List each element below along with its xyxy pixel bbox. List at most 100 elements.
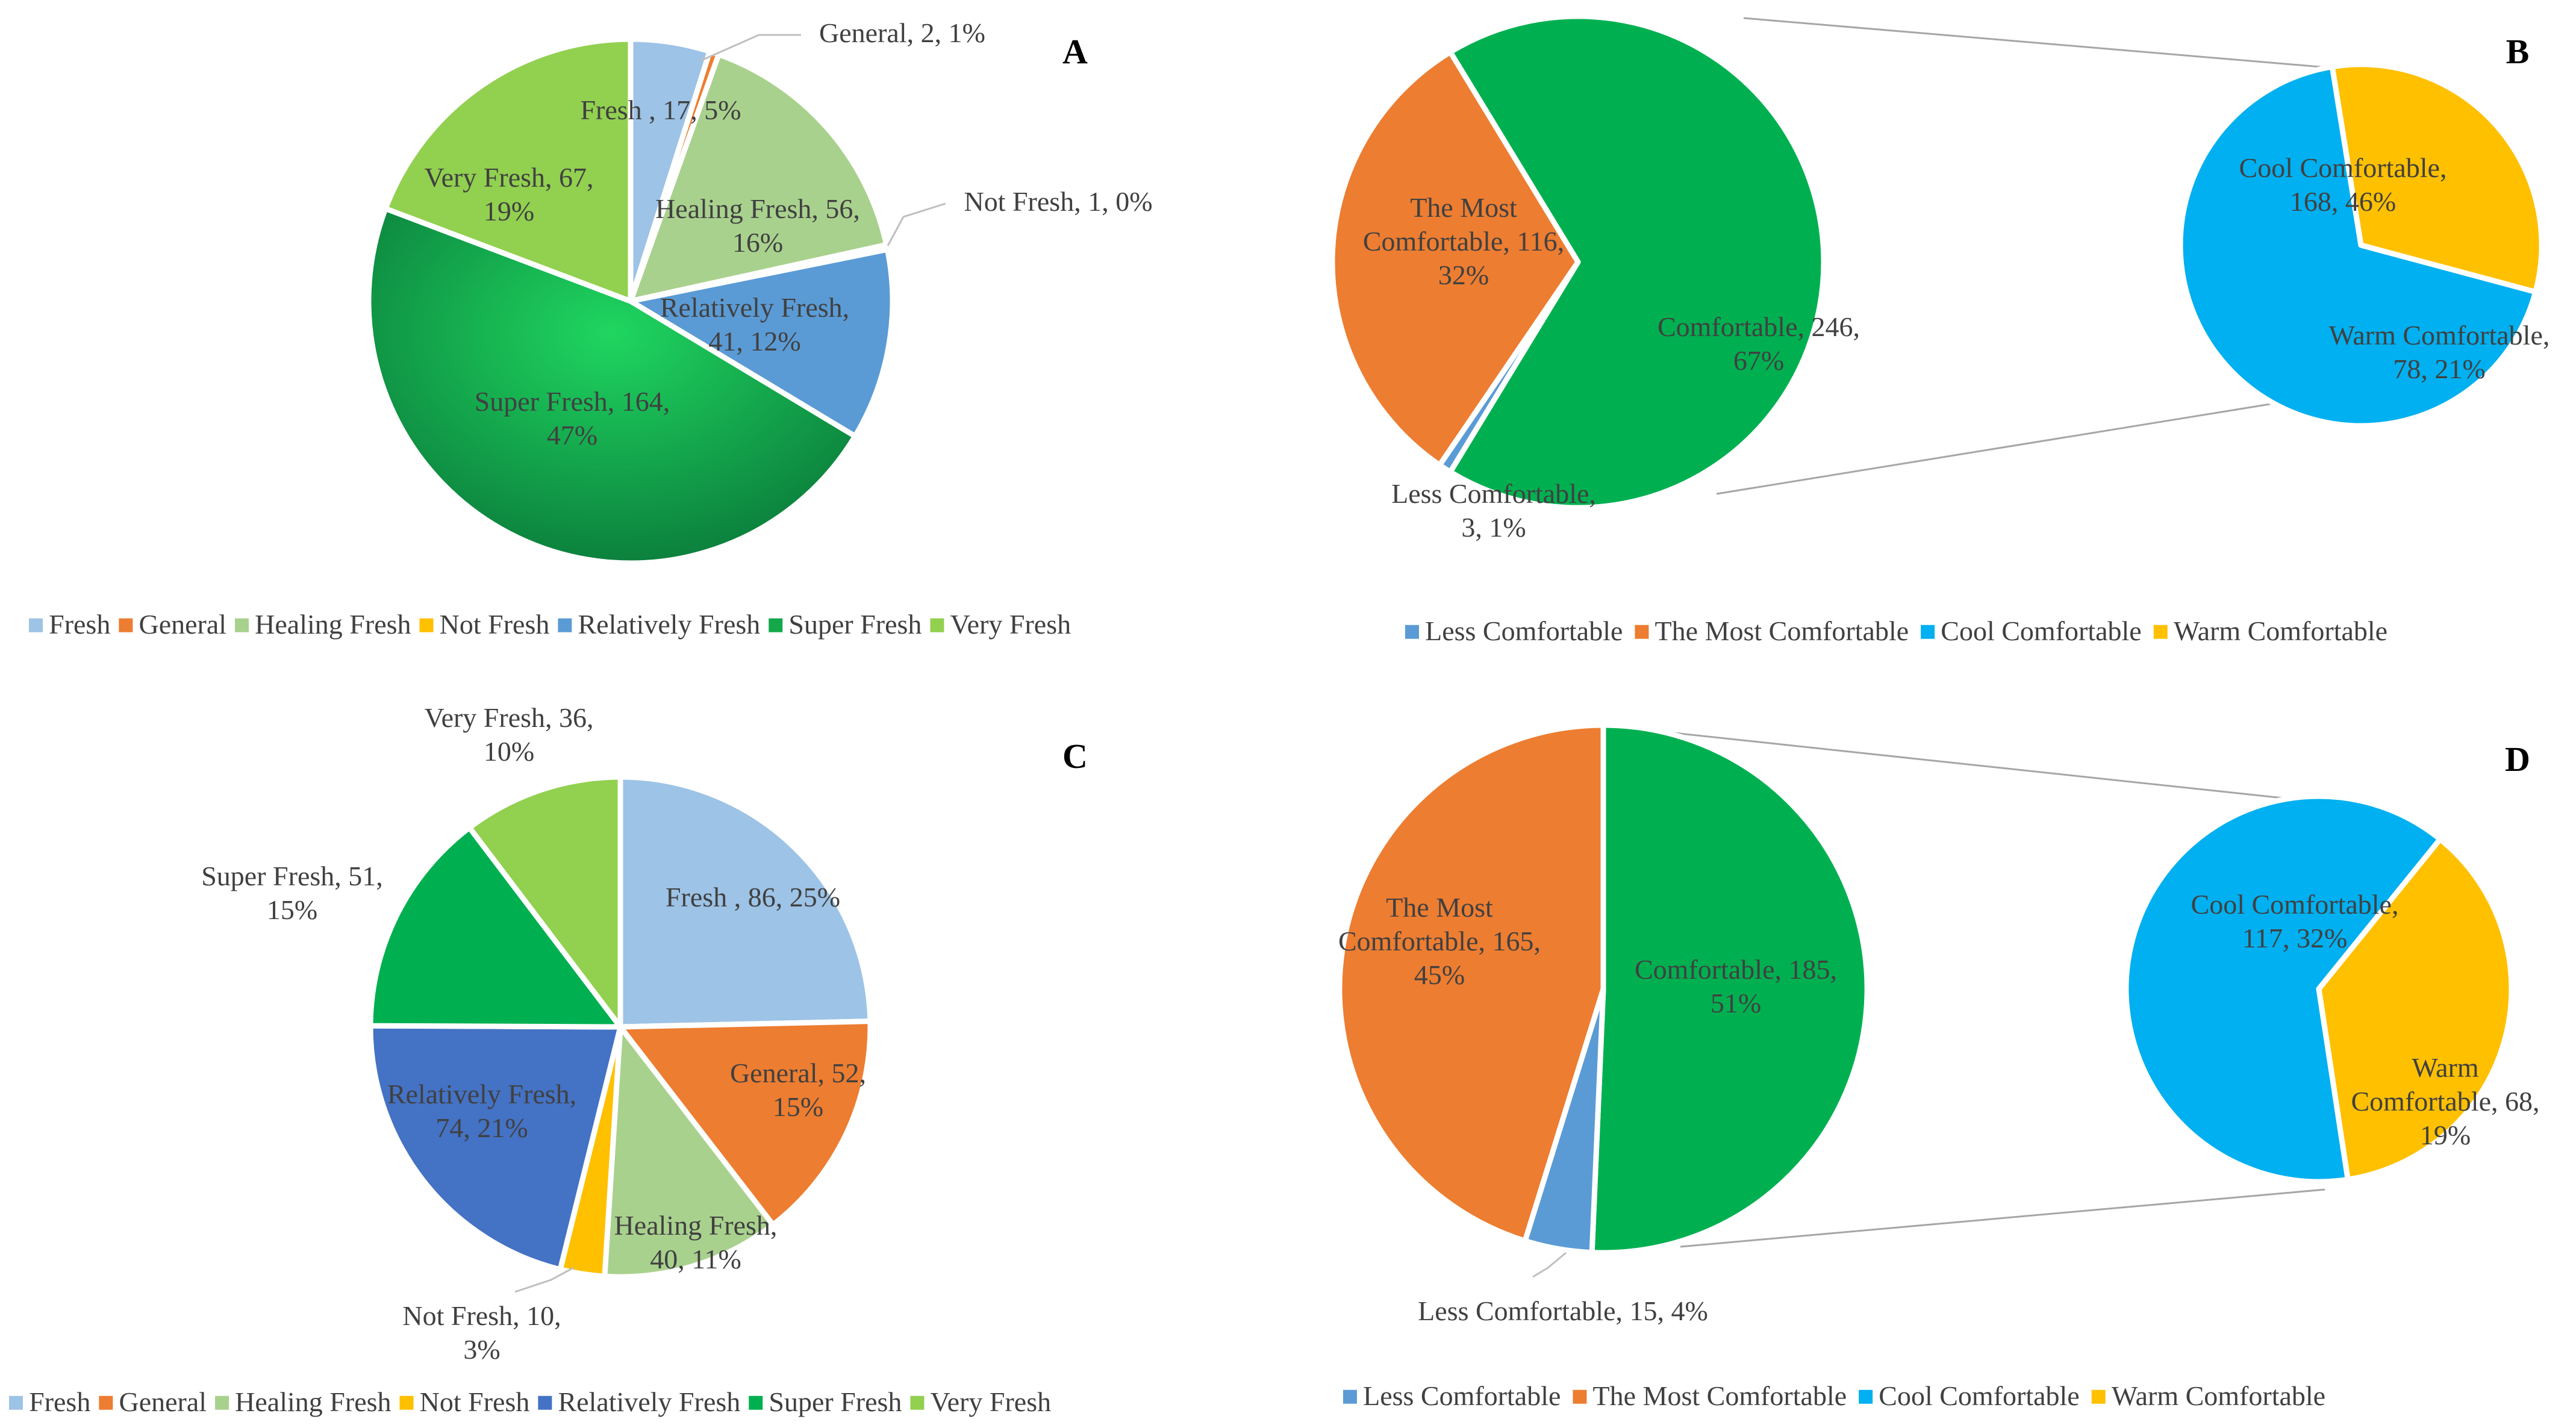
panel-c-legend-swatch-general (99, 1395, 113, 1410)
panel-a-legend-swatch-relatively-fresh (558, 618, 572, 632)
panel-d-label-comfortable-line: Comfortable, 185, (1635, 954, 1837, 985)
panel-c-label-fresh: Fresh , 86, 25% (666, 882, 840, 912)
panel-d-label-warm-comfortable-line: Comfortable, 68, (2351, 1086, 2540, 1117)
panel-b-label-warm-comfortable: Warm Comfortable, 78, 21% (2329, 320, 2550, 384)
panel-a-legend-label-not-fresh: Not Fresh (440, 609, 550, 640)
panel-a-legend-swatch-super-fresh (769, 618, 783, 632)
panel-a-legend-label-healing-fresh: Healing Fresh (255, 609, 411, 640)
panel-a-label-healing-fresh: Healing Fresh, 56, 16% (655, 193, 860, 258)
panel-c-legend-swatch-fresh (9, 1395, 23, 1410)
panel-c-slice-very-fresh (466, 774, 623, 1030)
panel-d-leader-less-comfortable (1532, 1252, 1567, 1278)
panel-b-legend-label-cool-comfortable: Cool Comfortable (1941, 616, 2141, 646)
panel-a-legend-swatch-very-fresh (930, 618, 944, 632)
panel-c-label-healing-fresh: Healing Fresh, 40, 11% (614, 1210, 778, 1274)
panel-c-label-relatively-fresh-line: 74, 21% (435, 1112, 528, 1143)
panel-b-legend-swatch-cool-comfortable (1921, 625, 1935, 639)
panel-d-label-cool-comfortable-line: 117, 32% (2242, 923, 2348, 953)
panel-d-label-less-comfortable-line: Less Comfortable, 15, 4% (1418, 1296, 1708, 1326)
panel-c-label-general-line: 15% (773, 1091, 823, 1122)
panel-c-label-not-fresh-line: 3% (463, 1334, 500, 1365)
panel-c-label-fresh-line: Fresh , 86, 25% (666, 882, 840, 912)
panel-b-legend-swatch-less-comfortable (1405, 625, 1419, 639)
panel-c-label-healing-fresh-line: Healing Fresh, (614, 1210, 778, 1241)
panel-d-label-comfortable-line: 51% (1711, 988, 1761, 1018)
panel-d-label-the-most-comfortable-line: Comfortable, 165, (1338, 926, 1541, 956)
panel-a-legend-label-fresh: Fresh (49, 609, 110, 640)
panel-c-legend-label-not-fresh: Not Fresh (420, 1386, 530, 1417)
panel-a-legend-swatch-healing-fresh (235, 618, 249, 632)
panel-a-slice-super-fresh (366, 205, 858, 566)
panel-d-label-warm-comfortable-line: 19% (2420, 1120, 2471, 1150)
panel-c-label-not-fresh-line: Not Fresh, 10, (402, 1300, 561, 1331)
panel-c-legend-label-very-fresh: Very Fresh (931, 1386, 1052, 1417)
panel-c-slice-super-fresh (367, 825, 623, 1030)
panel-b-label-comfortable: Comfortable, 246, 67% (1658, 311, 1860, 376)
panel-d-label-the-most-comfortable-line: The Most (1386, 892, 1493, 923)
panel-d-legend-label-cool-comfortable: Cool Comfortable (1879, 1380, 2079, 1411)
panel-c-label-super-fresh: Super Fresh, 51, 15% (201, 861, 383, 925)
panel-d-legend-swatch-warm-comfortable (2091, 1389, 2106, 1404)
panel-a-label-not-fresh-line: Not Fresh, 1, 0% (964, 186, 1152, 217)
panel-c-label-very-fresh: Very Fresh, 36, 10% (424, 702, 593, 767)
panel-b-label-warm-comfortable-line: 78, 21% (2393, 354, 2485, 384)
panel-b-label-the-most-comfortable-line: 32% (1438, 260, 1489, 290)
panel-b-label-the-most-comfortable-line: Comfortable, 116, (1363, 226, 1564, 257)
panel-a-label-relatively-fresh-line: Relatively Fresh, (660, 292, 849, 323)
panel-d-connector-top (1635, 728, 2283, 799)
panel-c-label-general-line: General, 52, (730, 1058, 866, 1088)
panel-b-legend-label-less-comfortable: Less Comfortable (1425, 616, 1623, 646)
panel-a-label-relatively-fresh-line: 41, 12% (708, 326, 800, 357)
panel-d-label-cool-comfortable-line: Cool Comfortable, (2191, 889, 2399, 920)
panel-a-label-fresh: Fresh , 17, 5% (580, 95, 741, 125)
panel-b-sub-slice-cool-comfortable (2177, 64, 2539, 429)
panel-d-slice-the-most-comfortable (1336, 722, 1606, 1244)
panel-a-legend-label-relatively-fresh: Relatively Fresh (578, 609, 760, 640)
panel-d-label-the-most-comfortable-line: 45% (1414, 959, 1465, 990)
panel-d-label-warm-comfortable-line: Warm (2412, 1052, 2478, 1083)
panel-c-label-very-fresh-line: 10% (484, 736, 534, 767)
panel-a-legend-label-very-fresh: Very Fresh (950, 609, 1071, 640)
panel-b-sub-slice-warm-comfortable (2329, 61, 2545, 295)
panel-a-leader-not-fresh (887, 202, 946, 246)
panel-d-connector-bottom (1680, 1188, 2325, 1248)
panel-b-slice-comfortable (1447, 13, 1827, 511)
panel-d-slice-comfortable (1589, 722, 1870, 1256)
panel-c-slice-general (617, 1018, 873, 1228)
panel-a-label-relatively-fresh: Relatively Fresh, 41, 12% (660, 292, 849, 357)
panel-a-slice-very-fresh (382, 36, 634, 304)
panel-d-legend-swatch-cool-comfortable (1859, 1389, 1873, 1404)
panel-a-slice-healing-fresh (628, 51, 890, 304)
panel-b-label-less-comfortable: Less Comfortable, 3, 1% (1391, 478, 1596, 543)
panel-b-label-the-most-comfortable-line: The Most (1410, 192, 1517, 223)
panel-c-legend-label-relatively-fresh: Relatively Fresh (558, 1386, 740, 1417)
panel-c-legend-label-general: General (119, 1386, 207, 1417)
panel-a-label-very-fresh-line: Very Fresh, 67, (424, 162, 593, 193)
panel-b-connector-top (1743, 17, 2350, 70)
panel-c-slice-healing-fresh (602, 1024, 776, 1280)
panel-d-label-cool-comfortable: Cool Comfortable, 117, 32% (2191, 889, 2399, 953)
panel-b-legend-swatch-warm-comfortable (2153, 625, 2168, 639)
panel-c-legend-swatch-healing-fresh (215, 1395, 229, 1410)
panel-c-legend-swatch-not-fresh (399, 1395, 414, 1410)
panel-c-legend-swatch-relatively-fresh (538, 1395, 552, 1410)
panel-a-legend-swatch-fresh (29, 618, 43, 632)
panel-d-legend-label-less-comfortable: Less Comfortable (1363, 1380, 1561, 1411)
panel-b-label-warm-comfortable-line: Warm Comfortable, (2329, 320, 2550, 351)
panel-c-legend-swatch-very-fresh (910, 1395, 925, 1410)
panel-b-connector-bottom (1716, 402, 2274, 495)
panel-c-legend-label-super-fresh: Super Fresh (769, 1386, 902, 1417)
panel-c-legend-label-fresh: Fresh (29, 1386, 90, 1417)
panel-a-label-not-fresh: Not Fresh, 1, 0% (964, 186, 1152, 217)
panel-a-label-healing-fresh-line: 16% (732, 227, 783, 258)
panel-d-sub-slice-warm-comfortable (2316, 836, 2515, 1182)
panel-letter-a: A (1062, 32, 1088, 71)
panel-b-label-less-comfortable-line: 3, 1% (1461, 512, 1526, 543)
panel-c-label-super-fresh-line: Super Fresh, 51, (201, 861, 383, 891)
panel-b-legend-label-warm-comfortable: Warm Comfortable (2174, 616, 2387, 646)
panel-a-leader-general (701, 34, 801, 61)
panel-letter-b: B (2506, 32, 2530, 71)
panel-a-label-fresh-line: Fresh , 17, 5% (580, 95, 741, 125)
